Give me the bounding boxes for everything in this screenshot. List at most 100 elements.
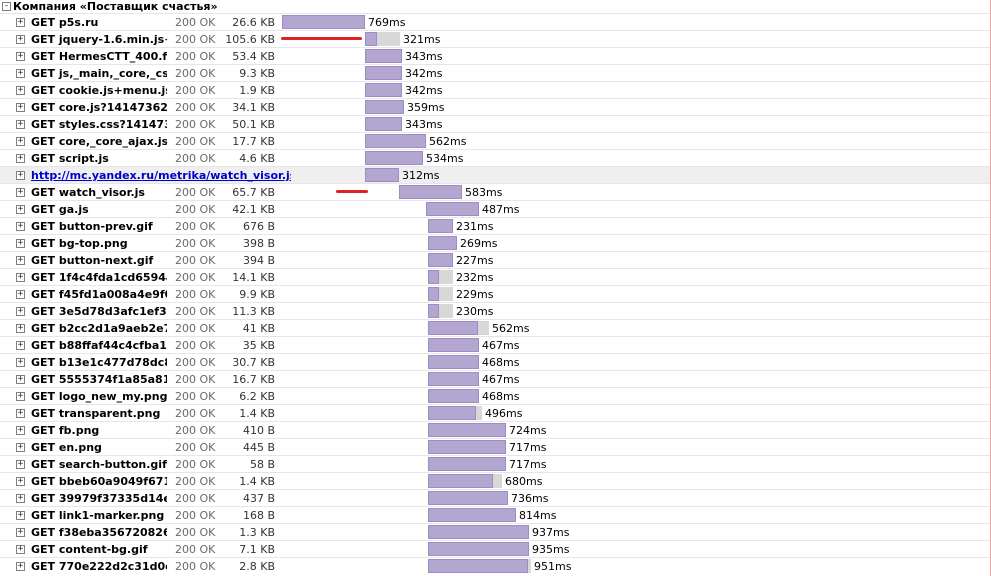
request-row[interactable]: + GET 5555374f1a85a81a 200 OK 16.7 KB 467ms xyxy=(0,370,991,387)
expand-row-icon[interactable]: + xyxy=(16,51,25,61)
request-row[interactable]: + GET button-next.gif 200 OK 394 B 227ms xyxy=(0,251,991,268)
timing-bar[interactable] xyxy=(428,321,489,335)
timing-bar[interactable] xyxy=(428,253,453,267)
expand-row-icon[interactable]: + xyxy=(16,442,25,452)
request-row[interactable]: + GET core,_core_ajax.js,qv 200 OK 17.7 KB 5… xyxy=(0,132,991,149)
timing-bar[interactable] xyxy=(428,440,506,454)
request-row[interactable]: + GET 1f4c4fda1cd6594a2 200 OK 14.1 KB 232ms xyxy=(0,268,991,285)
timing-bar[interactable] xyxy=(428,491,508,505)
expand-row-icon[interactable]: + xyxy=(16,408,25,418)
request-row[interactable]: + GET cookie.js+menu.js.pagespeed 200 OK 1.… xyxy=(0,81,991,98)
expand-row-icon[interactable]: + xyxy=(16,153,25,163)
timing-bar[interactable] xyxy=(428,355,479,369)
request-row[interactable]: + GET b13e1c477d78dc86 200 OK 30.7 KB 468ms xyxy=(0,353,991,370)
request-row[interactable]: + GET styles.css?1414736294 200 OK 50.1 KB 3… xyxy=(0,115,991,132)
timing-bar[interactable] xyxy=(365,49,402,63)
timing-bar[interactable] xyxy=(428,236,457,250)
request-row[interactable]: + GET script.js 200 OK 4.6 KB 534ms xyxy=(0,149,991,166)
expand-row-icon[interactable]: + xyxy=(16,17,25,27)
timing-bar[interactable] xyxy=(428,219,453,233)
timing-bar[interactable] xyxy=(428,270,453,284)
timing-bar[interactable] xyxy=(399,185,462,199)
request-row[interactable]: + GET f45fd1a008a4e9f0e 200 OK 9.9 KB 229ms xyxy=(0,285,991,302)
timing-bar[interactable] xyxy=(365,151,423,165)
timing-bar[interactable] xyxy=(428,372,479,386)
request-row[interactable]: + GET logo_new_my.png 200 OK 6.2 KB 468ms xyxy=(0,387,991,404)
request-row[interactable]: + GET core.js?1414736294 200 OK 34.1 KB 359m… xyxy=(0,98,991,115)
expand-row-icon[interactable]: + xyxy=(16,323,25,333)
timing-bar[interactable] xyxy=(428,525,529,539)
request-row[interactable]: + GET HermesCTT_400.font.js 200 OK 53.4 KB 3… xyxy=(0,47,991,64)
expand-row-icon[interactable]: + xyxy=(16,68,25,78)
request-row[interactable]: + GET f38eba356720826e 200 OK 1.3 KB 937ms xyxy=(0,523,991,540)
timing-bar[interactable] xyxy=(428,287,453,301)
expand-row-icon[interactable]: + xyxy=(16,34,25,44)
timing-bar[interactable] xyxy=(428,304,453,318)
request-row[interactable]: + GET watch_visor.js 200 OK 65.7 KB 583ms xyxy=(0,183,991,200)
timing-bar[interactable] xyxy=(365,83,402,97)
expand-row-icon[interactable]: + xyxy=(16,85,25,95)
expand-row-icon[interactable]: + xyxy=(16,527,25,537)
timing-bar[interactable] xyxy=(365,100,404,114)
expand-row-icon[interactable]: + xyxy=(16,374,25,384)
timing-bar[interactable] xyxy=(428,474,502,488)
request-row[interactable]: + GET p5s.ru 200 OK 26.6 KB 769ms xyxy=(0,13,991,30)
request-row[interactable]: + GET 39979f37335d14eb 200 OK 437 B 736ms xyxy=(0,489,991,506)
expand-row-icon[interactable]: + xyxy=(16,561,25,571)
request-row[interactable]: + GET en.png 200 OK 445 B 717ms xyxy=(0,438,991,455)
request-row[interactable]: + GET bbeb60a9049f6716b 200 OK 1.4 KB 680ms xyxy=(0,472,991,489)
timing-bar[interactable] xyxy=(365,117,402,131)
expand-row-icon[interactable]: + xyxy=(16,289,25,299)
request-row[interactable]: + GET ga.js 200 OK 42.1 KB 487ms xyxy=(0,200,991,217)
expand-row-icon[interactable]: + xyxy=(16,340,25,350)
request-row[interactable]: + GET js,_main,_core,_css, 200 OK 9.3 KB 342… xyxy=(0,64,991,81)
request-row[interactable]: + GET 3e5d78d3afc1ef3a3 200 OK 11.3 KB 230ms xyxy=(0,302,991,319)
request-row[interactable]: + GET search-button.gif 200 OK 58 B 717ms xyxy=(0,455,991,472)
request-row[interactable]: + http://mc.yandex.ru/metrika/watch_visor… xyxy=(0,166,991,183)
request-row[interactable]: + GET fb.png 200 OK 410 B 724ms xyxy=(0,421,991,438)
collapse-toggle-icon[interactable]: - xyxy=(2,1,11,11)
expand-row-icon[interactable]: + xyxy=(16,306,25,316)
timing-bar[interactable] xyxy=(365,32,400,46)
expand-row-icon[interactable]: + xyxy=(16,221,25,231)
request-row[interactable]: + GET button-prev.gif 200 OK 676 B 231ms xyxy=(0,217,991,234)
expand-row-icon[interactable]: + xyxy=(16,272,25,282)
expand-row-icon[interactable]: + xyxy=(16,544,25,554)
expand-row-icon[interactable]: + xyxy=(16,391,25,401)
expand-row-icon[interactable]: + xyxy=(16,136,25,146)
request-row[interactable]: + GET b88ffaf44c4cfba1f6 200 OK 35 KB 467ms xyxy=(0,336,991,353)
expand-row-icon[interactable]: + xyxy=(16,204,25,214)
expand-row-icon[interactable]: + xyxy=(16,119,25,129)
expand-row-icon[interactable]: + xyxy=(16,493,25,503)
expand-row-icon[interactable]: + xyxy=(16,187,25,197)
expand-row-icon[interactable]: + xyxy=(16,357,25,367)
request-row[interactable]: + GET link1-marker.png 200 OK 168 B 814ms xyxy=(0,506,991,523)
expand-row-icon[interactable]: + xyxy=(16,510,25,520)
timing-bar[interactable] xyxy=(428,457,506,471)
expand-row-icon[interactable]: + xyxy=(16,459,25,469)
request-row[interactable]: + GET transparent.png 200 OK 1.4 KB 496ms xyxy=(0,404,991,421)
expand-row-icon[interactable]: + xyxy=(16,425,25,435)
expand-row-icon[interactable]: + xyxy=(16,102,25,112)
request-row[interactable]: + GET content-bg.gif 200 OK 7.1 KB 935ms xyxy=(0,540,991,557)
request-row[interactable]: + GET b2cc2d1a9aeb2e7d 200 OK 41 KB 562ms xyxy=(0,319,991,336)
expand-row-icon[interactable]: + xyxy=(16,238,25,248)
timing-bar[interactable] xyxy=(365,134,426,148)
expand-row-icon[interactable]: + xyxy=(16,476,25,486)
timing-bar[interactable] xyxy=(428,389,479,403)
request-row[interactable]: + GET 770e222d2c31d0e4 200 OK 2.8 KB 951ms xyxy=(0,557,991,574)
timing-bar[interactable] xyxy=(365,66,402,80)
request-row[interactable]: + GET jquery-1.6.min.js+jquery 200 OK 105.6… xyxy=(0,30,991,47)
timing-bar[interactable] xyxy=(428,338,479,352)
request-row[interactable]: + GET bg-top.png 200 OK 398 B 269ms xyxy=(0,234,991,251)
timing-bar[interactable] xyxy=(365,168,399,182)
timing-bar[interactable] xyxy=(428,542,529,556)
expand-row-icon[interactable]: + xyxy=(16,170,25,180)
expand-row-icon[interactable]: + xyxy=(16,255,25,265)
timing-bar[interactable] xyxy=(428,406,482,420)
timing-bar[interactable] xyxy=(428,508,516,522)
timing-bar[interactable] xyxy=(282,15,365,29)
timing-bar[interactable] xyxy=(428,423,506,437)
timing-bar[interactable] xyxy=(426,202,479,216)
request-url-link[interactable]: http://mc.yandex.ru/metrika/watch_visor.… xyxy=(31,169,291,182)
